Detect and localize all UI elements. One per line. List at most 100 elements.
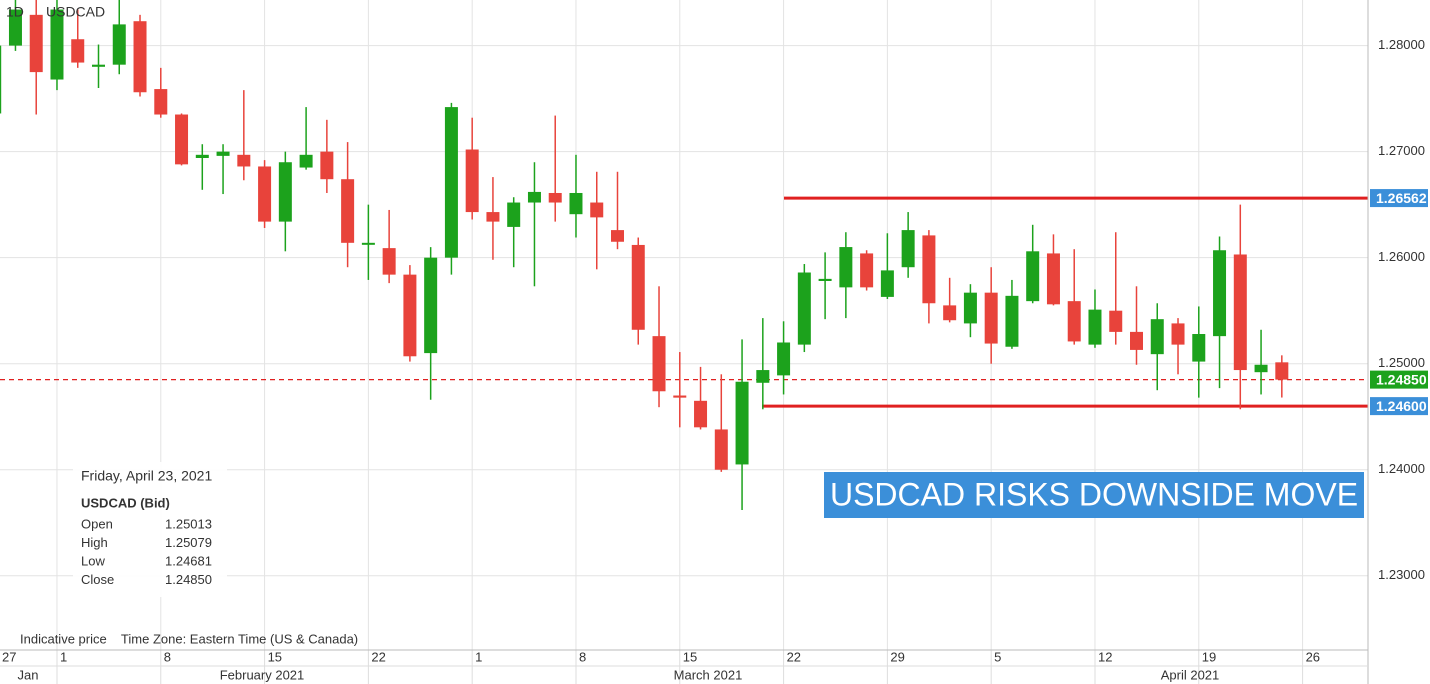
annotation: USDCAD RISKS DOWNSIDE MOVE [830, 476, 1358, 512]
candle-body [8, 9, 22, 46]
x-tick-label: 29 [890, 649, 904, 664]
info-value: 1.24850 [165, 572, 212, 587]
candle-body [1275, 362, 1289, 380]
y-tick-label: 1.25000 [1378, 355, 1425, 370]
x-tick-label: 15 [683, 649, 697, 664]
x-tick-label: 1 [60, 649, 67, 664]
candle-body [611, 230, 624, 242]
x-tick-label: 15 [268, 649, 282, 664]
candle-body [486, 212, 500, 222]
price-tag-label: 1.24600 [1376, 398, 1427, 414]
price-tag-label: 1.26562 [1376, 190, 1427, 206]
candle-body [154, 89, 168, 115]
overlay: 1.23000 1.24000 1.25000 1.26000 1.27000 1.280… [2, 4, 1428, 684]
y-tick-label: 1.24000 [1378, 461, 1425, 476]
candle-body [424, 257, 438, 354]
info-symbol: USDCAD (Bid) [81, 495, 170, 510]
candle-body [0, 45, 2, 114]
info-label: High [81, 535, 108, 550]
x-tick-label: 22 [787, 649, 801, 664]
candle-body [465, 149, 479, 213]
candle-body [527, 191, 541, 203]
candle-body [735, 381, 749, 465]
candle-body [507, 202, 521, 227]
candle-body [92, 64, 105, 67]
candle-body [673, 395, 687, 398]
footer: Indicative price Time Zone: Eastern Time… [20, 631, 358, 646]
candle-body [1046, 253, 1060, 305]
info-label: Open [81, 516, 113, 531]
candle-body [175, 114, 189, 165]
candle-body [922, 235, 936, 304]
candle-body [569, 192, 583, 215]
candle-body [237, 154, 251, 167]
candle-body [818, 278, 832, 281]
candle-body [943, 305, 957, 321]
candle-body [444, 107, 458, 258]
x-tick-label: 1 [475, 649, 482, 664]
candle-body [777, 342, 791, 376]
candle-body [1005, 295, 1019, 347]
candle-body [1130, 331, 1143, 350]
plot-area [0, 0, 1368, 511]
month-label: February 2021 [220, 667, 305, 682]
candle-body [1213, 250, 1227, 337]
candle-body [1171, 323, 1185, 345]
candle-body [652, 336, 666, 392]
candle-body [361, 242, 375, 245]
x-tick-label: 27 [2, 649, 16, 664]
x-tick-label: 8 [579, 649, 586, 664]
candle-body [320, 151, 334, 180]
candle-body [880, 270, 894, 297]
price-tag [1370, 397, 1428, 416]
annotation-box [824, 472, 1364, 518]
candle-body [1233, 254, 1247, 371]
info-value: 1.25079 [165, 535, 212, 550]
x-tick-label: 5 [994, 649, 1001, 664]
candle-body [71, 39, 85, 63]
x-tick-label: 26 [1306, 649, 1320, 664]
candle-body [133, 21, 147, 93]
candle-body [1026, 251, 1040, 302]
month-label: Jan [18, 667, 39, 682]
y-tick-label: 1.28000 [1378, 37, 1425, 52]
candle-body [299, 154, 313, 168]
price-tag-label: 1.24850 [1376, 371, 1427, 387]
candle-body [1109, 310, 1123, 332]
candle-body [258, 166, 272, 222]
y-tick-label: 1.26000 [1378, 249, 1425, 264]
candle-body [797, 272, 811, 345]
price-tag [1370, 189, 1428, 208]
y-tick-label: 1.23000 [1378, 567, 1425, 582]
chart-title: USDCAD [46, 4, 105, 20]
candle-body [963, 292, 977, 324]
candle-body [216, 151, 230, 156]
candle-body [382, 248, 396, 275]
candle-body [50, 9, 64, 80]
candle-body [1254, 364, 1268, 373]
candle-body [1192, 334, 1206, 362]
x-tick-label: 8 [164, 649, 171, 664]
info-value: 1.24681 [165, 553, 212, 568]
candle-body [860, 253, 874, 288]
candle-body [631, 244, 645, 330]
candle-body [195, 154, 209, 158]
candle-body [1067, 301, 1081, 342]
x-tick-label: 22 [371, 649, 385, 664]
y-tick-label: 1.27000 [1378, 143, 1425, 158]
price-tag [1370, 370, 1428, 389]
candle-body [1088, 309, 1102, 345]
candle-body [403, 274, 417, 357]
timeframe: 1D [6, 4, 24, 20]
info-box [73, 462, 227, 597]
candle-body [548, 192, 562, 203]
candle-body [694, 400, 708, 428]
info-value: 1.25013 [165, 516, 212, 531]
info-label: Close [81, 572, 114, 587]
candle-body [901, 230, 915, 268]
x-tick-label: 12 [1098, 649, 1112, 664]
candle-body [29, 14, 43, 73]
candle-body [984, 292, 998, 344]
candle-body [278, 162, 292, 222]
